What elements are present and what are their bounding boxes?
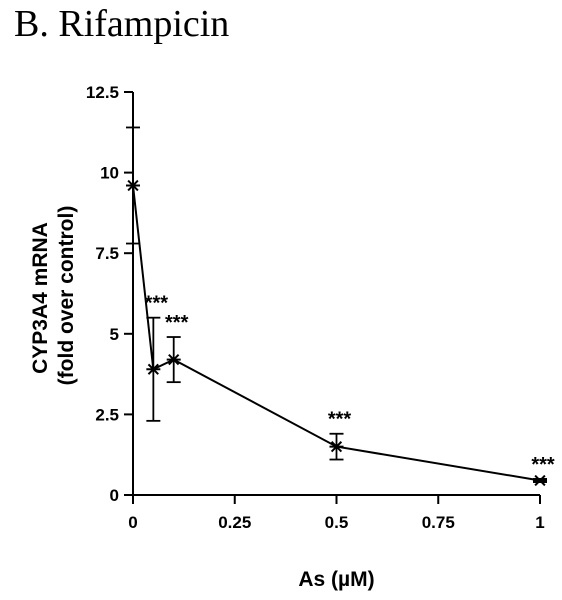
data-point-marker <box>146 363 161 375</box>
series-layer: ************ <box>126 126 555 487</box>
y-axis-title: CYP3A4 mRNA (fold over control) <box>29 206 78 386</box>
y-axis-title-line-1: CYP3A4 mRNA <box>29 222 52 374</box>
significance-label: *** <box>531 454 555 476</box>
y-tick-label: 12.5 <box>86 83 119 102</box>
y-tick-label: 10 <box>100 164 119 183</box>
significance-label: *** <box>328 409 352 431</box>
x-tick-label: 0 <box>128 513 137 532</box>
data-point-marker <box>329 441 344 453</box>
data-point-marker <box>533 474 547 487</box>
y-tick-label: 0 <box>110 486 119 505</box>
y-tick-label: 5 <box>110 325 119 344</box>
data-point-marker <box>126 179 140 192</box>
y-tick-label: 2.5 <box>95 405 119 424</box>
x-tick-label: 0.25 <box>218 513 251 532</box>
x-tick-label: 1 <box>535 513 544 532</box>
y-axis-title-line-2: (fold over control) <box>55 206 78 386</box>
y-axis-ticks: 0 2.5 5 7.5 10 12.5 <box>86 83 133 505</box>
data-point-marker <box>166 353 181 366</box>
x-axis-ticks: 0 0.25 0.5 0.75 1 <box>128 495 545 532</box>
y-tick-label: 7.5 <box>95 244 119 263</box>
significance-label: *** <box>165 312 189 334</box>
x-tick-label: 0.5 <box>325 513 349 532</box>
significance-label: *** <box>145 293 169 315</box>
panel-title: B. Rifampicin <box>14 3 230 45</box>
x-tick-label: 0.75 <box>422 513 455 532</box>
x-axis-title: As (µM) <box>298 568 374 591</box>
